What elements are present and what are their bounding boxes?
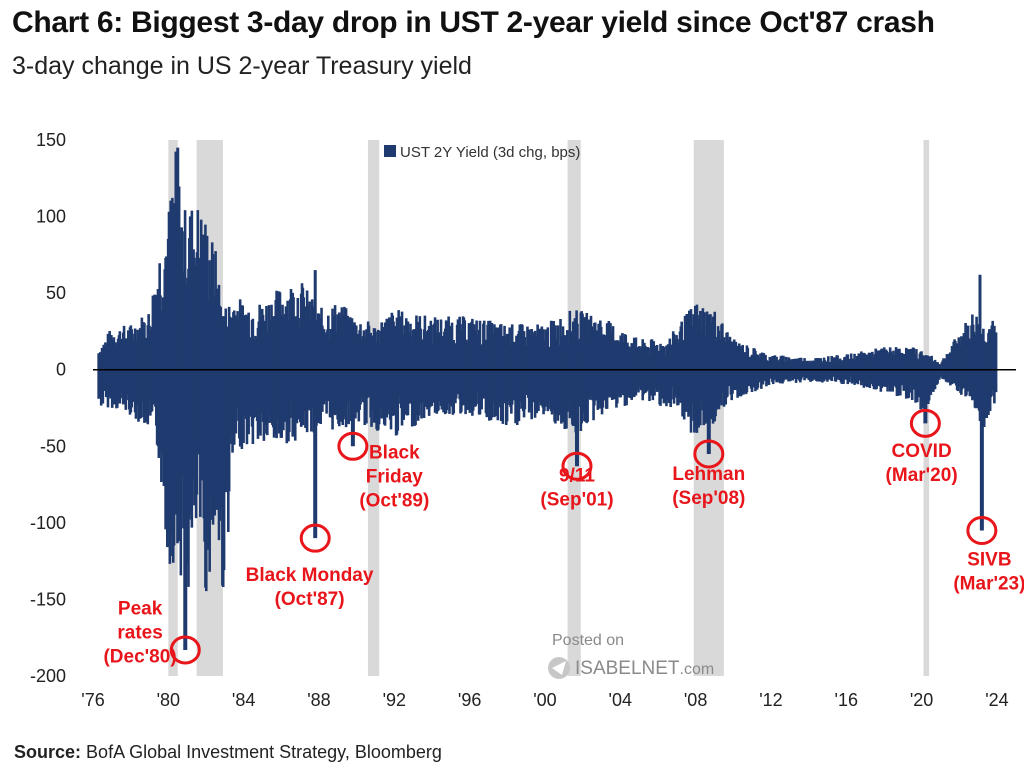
x-tick-label: '20 [910, 690, 933, 710]
y-tick-label: -100 [30, 513, 66, 533]
x-tick-label: '04 [609, 690, 632, 710]
y-tick-label: 50 [46, 283, 66, 303]
y-tick-label: 150 [36, 130, 66, 150]
source-note: Source: BofA Global Investment Strategy,… [14, 742, 442, 763]
event-marker-circle [909, 408, 941, 438]
event-label: 9/11 (Sep'01) [540, 466, 613, 511]
watermark: Posted on ISABELNET.com [548, 632, 714, 679]
x-tick-label: '12 [759, 690, 782, 710]
x-tick-label: '96 [458, 690, 481, 710]
chart-plot: 150 100 50 0 -50 -100 -150 -200 '76 '80 '84 '88 '92… [30, 130, 1024, 710]
x-tick-label: '00 [533, 690, 556, 710]
event-label: Lehman (Sep'08) [672, 464, 745, 509]
event-marker-circle [299, 523, 331, 553]
watermark-logo-mark [552, 661, 566, 675]
event-marker-circle [337, 431, 369, 461]
x-tick-label: '08 [684, 690, 707, 710]
x-tick-label: '24 [985, 690, 1008, 710]
y-tick-label: -200 [30, 666, 66, 686]
yield-change-series [97, 147, 998, 650]
x-axis-ticks: '76 '80 '84 '88 '92 '96 '00 '04 '08 '12 '16 '20 '24 [81, 690, 1008, 710]
y-tick-label: -150 [30, 589, 66, 609]
x-tick-label: '16 [835, 690, 858, 710]
x-tick-label: '80 [157, 690, 180, 710]
chart-subtitle: 3-day change in US 2-year Treasury yield [12, 52, 472, 80]
event-marker-circle [169, 635, 201, 665]
event-marker-circle [693, 439, 725, 469]
legend-label: UST 2Y Yield (3d chg, bps) [400, 144, 580, 161]
event-label: Black Monday (Oct'87) [246, 565, 374, 610]
event-marker-circle [561, 451, 593, 481]
source-label: Source: [14, 742, 82, 762]
event-marker-circle [966, 516, 998, 546]
event-label: COVID (Mar'20) [886, 441, 958, 486]
x-tick-label: '92 [383, 690, 406, 710]
event-label: SIVB (Mar'23) [953, 550, 1024, 595]
event-annotations: Peak rates (Dec'80) Black Monday (Oct'87) Bla… [103, 408, 1024, 668]
source-text: BofA Global Investment Strategy, Bloombe… [86, 742, 442, 762]
x-tick-label: '84 [232, 690, 255, 710]
y-tick-label: 100 [36, 207, 66, 227]
y-axis-ticks: 150 100 50 0 -50 -100 -150 -200 [30, 130, 66, 686]
watermark-site: ISABELNET.com [575, 658, 714, 679]
watermark-posted-on: Posted on [552, 632, 624, 649]
legend: UST 2Y Yield (3d chg, bps) [384, 144, 580, 161]
x-tick-label: '88 [307, 690, 330, 710]
event-label: Peak rates (Dec'80) [103, 599, 176, 668]
x-tick-label: '76 [81, 690, 104, 710]
y-tick-label: 0 [56, 360, 66, 380]
chart-title: Chart 6: Biggest 3-day drop in UST 2-yea… [12, 6, 935, 39]
event-label: Black Friday (Oct'89) [359, 443, 429, 512]
legend-swatch [384, 145, 396, 157]
y-tick-label: -50 [40, 436, 66, 456]
